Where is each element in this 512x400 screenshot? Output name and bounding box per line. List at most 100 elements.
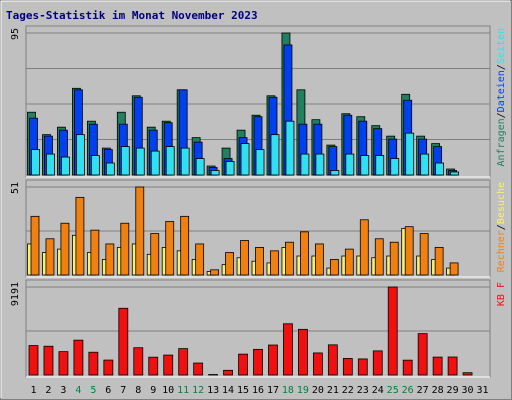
legend-entry: Anfragen xyxy=(496,118,507,166)
panel-visits: 51 Rechner/Besuche xyxy=(10,179,507,278)
bar-kbf-day-19 xyxy=(298,328,308,376)
day-label-1: 1 xyxy=(30,385,36,396)
day-label-27: 27 xyxy=(417,385,429,396)
bar-kbf-day-15 xyxy=(238,353,248,376)
day-label-6: 6 xyxy=(105,385,111,396)
bar-seiten-day-14 xyxy=(225,161,235,176)
day-label-18: 18 xyxy=(282,385,294,396)
bar-seiten-day-10 xyxy=(165,146,175,176)
bar-kbf-day-28 xyxy=(432,356,443,376)
panel-traffic-ymax-label: 9191 xyxy=(10,282,21,306)
legend-entry: Rechner xyxy=(496,230,507,272)
bar-seiten-day-28 xyxy=(435,162,445,176)
legend-separator: / xyxy=(496,112,507,118)
bar-kbf-day-30 xyxy=(462,372,473,376)
bar-kbf-day-16 xyxy=(253,348,263,376)
bar-rechner-day-6 xyxy=(105,243,115,276)
bar-kbf-day-1 xyxy=(28,345,39,376)
bar-rechner-day-23 xyxy=(359,219,369,276)
bar-seiten-day-17 xyxy=(270,134,280,176)
bar-rechner-day-13 xyxy=(210,269,220,276)
bar-kbf-day-23 xyxy=(357,358,368,376)
bar-rechner-day-9 xyxy=(150,233,160,276)
bar-kbf-day-27 xyxy=(417,333,428,376)
bar-seiten-day-2 xyxy=(46,153,55,176)
bar-kbf-day-24 xyxy=(372,350,383,376)
bar-kbf-day-12 xyxy=(193,362,204,376)
bar-kbf-day-18 xyxy=(283,323,293,376)
bar-seiten-day-11 xyxy=(180,147,190,176)
day-label-26: 26 xyxy=(402,385,414,396)
bar-seiten-day-24 xyxy=(375,155,385,176)
day-label-25: 25 xyxy=(387,385,399,396)
day-label-19: 19 xyxy=(297,385,309,396)
bar-seiten-day-13 xyxy=(210,170,220,176)
bar-kbf-day-14 xyxy=(223,369,233,376)
legend-separator: / xyxy=(496,64,507,70)
day-label-9: 9 xyxy=(150,385,156,396)
bar-seiten-day-18 xyxy=(285,120,295,176)
legend-entry: Besuche xyxy=(496,182,507,224)
bar-kbf-day-3 xyxy=(58,351,69,376)
bar-kbf-day-11 xyxy=(178,348,189,376)
bar-rechner-day-4 xyxy=(75,196,85,276)
day-label-16: 16 xyxy=(252,385,264,396)
day-label-28: 28 xyxy=(432,385,444,396)
panel-traffic: 9191 KB F xyxy=(10,279,507,378)
bar-seiten-day-23 xyxy=(360,155,370,176)
day-label-5: 5 xyxy=(90,385,96,396)
bar-kbf-day-6 xyxy=(103,359,114,376)
bar-kbf-day-4 xyxy=(73,339,84,376)
day-label-7: 7 xyxy=(120,385,126,396)
bar-seiten-day-1 xyxy=(31,149,40,176)
bar-seiten-day-4 xyxy=(76,134,85,176)
day-label-11: 11 xyxy=(177,385,189,396)
day-label-24: 24 xyxy=(372,385,384,396)
bar-kbf-day-17 xyxy=(268,344,278,376)
bar-rechner-day-15 xyxy=(240,240,249,276)
legend-separator: / xyxy=(496,224,507,230)
chart-title: Tages-Statistik im Monat November 2023 xyxy=(6,9,258,22)
bar-kbf-day-26 xyxy=(402,359,413,376)
day-label-23: 23 xyxy=(357,385,369,396)
bar-rechner-day-5 xyxy=(90,229,100,276)
day-label-29: 29 xyxy=(447,385,459,396)
bar-rechner-day-22 xyxy=(344,248,354,276)
bar-rechner-day-17 xyxy=(270,250,279,276)
bar-rechner-day-26 xyxy=(404,226,414,276)
bar-seiten-day-9 xyxy=(150,150,160,176)
bar-kbf-day-29 xyxy=(447,356,458,376)
bar-rechner-day-7 xyxy=(120,222,130,276)
day-label-20: 20 xyxy=(312,385,324,396)
day-label-8: 8 xyxy=(135,385,141,396)
bar-seiten-day-5 xyxy=(90,155,100,176)
day-axis-labels: 1 2 3 4 5 6 7 8 9 10 11 12 13 14 15 16 17 18 19 20 21 22 23 24 2… xyxy=(30,385,488,396)
bar-seiten-day-8 xyxy=(135,147,145,176)
day-label-10: 10 xyxy=(162,385,174,396)
bar-rechner-day-18 xyxy=(285,241,294,276)
panel-traffic-legend: KB F xyxy=(496,282,507,306)
bar-kbf-day-21 xyxy=(327,344,338,376)
bar-seiten-day-7 xyxy=(120,146,130,176)
bar-rechner-day-1 xyxy=(30,215,40,276)
bar-seiten-day-19 xyxy=(300,153,310,176)
day-label-30: 30 xyxy=(462,385,474,396)
bar-seiten-day-12 xyxy=(195,158,205,176)
panel-visits-legend: Rechner/Besuche xyxy=(496,182,507,272)
panel-visits-ymax-label: 51 xyxy=(10,182,21,194)
bar-rechner-day-2 xyxy=(45,238,55,276)
bar-seiten-day-26 xyxy=(405,132,415,176)
bar-seiten-day-21 xyxy=(330,170,340,176)
day-label-22: 22 xyxy=(342,385,354,396)
day-label-12: 12 xyxy=(192,385,204,396)
bar-rechner-day-27 xyxy=(419,233,429,276)
bar-kbf-day-8 xyxy=(133,347,144,376)
bar-seiten-day-6 xyxy=(105,162,115,176)
bar-kbf-day-20 xyxy=(312,352,323,376)
day-label-3: 3 xyxy=(60,385,66,396)
bar-seiten-day-3 xyxy=(61,156,70,176)
bar-seiten-day-22 xyxy=(345,153,355,176)
bar-rechner-day-12 xyxy=(195,243,205,276)
